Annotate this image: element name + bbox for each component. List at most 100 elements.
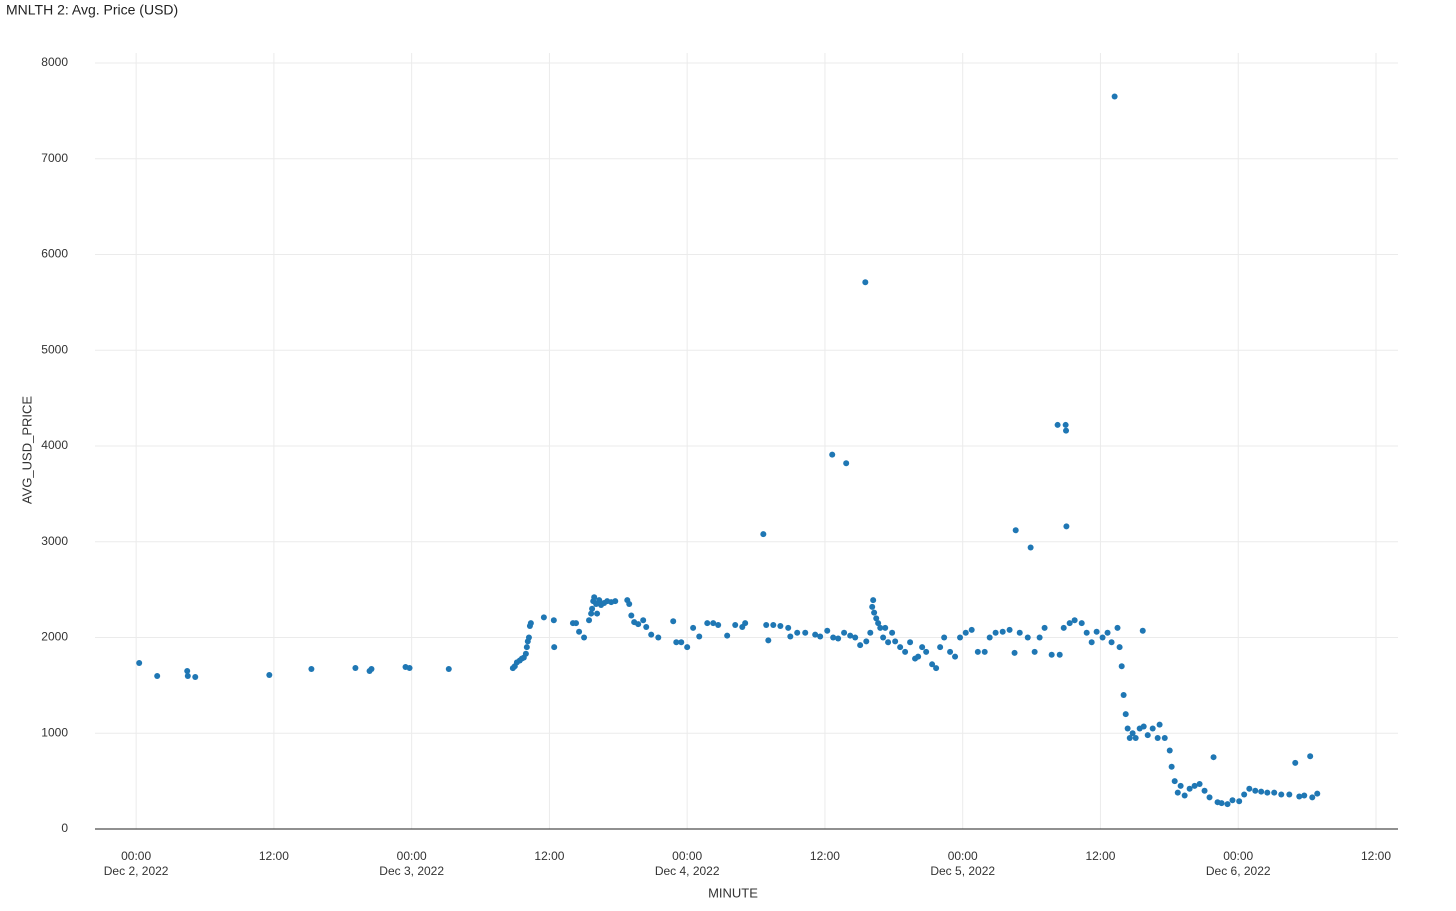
point [1111,93,1118,100]
point [1118,663,1125,670]
point [573,620,580,627]
point [968,626,975,633]
point [1099,634,1106,641]
point [1258,788,1265,795]
point [1071,617,1078,624]
point [406,665,413,672]
point [551,644,558,651]
point [445,666,452,673]
point [1132,735,1139,742]
point [829,451,836,458]
point [1120,691,1127,698]
point [626,600,633,607]
point [612,598,619,605]
point [760,531,767,538]
point [523,644,530,651]
x-tick-date: Dec 5, 2022 [930,864,995,878]
point [1156,721,1163,728]
point [704,620,711,627]
point [937,644,944,651]
point [873,615,880,622]
point [929,661,936,668]
point [184,672,191,679]
point [999,628,1006,635]
point [1006,626,1013,633]
point [684,644,691,651]
point [527,620,534,627]
point [1078,620,1085,627]
point [1224,801,1231,808]
point [915,653,922,660]
point [835,635,842,642]
point [136,659,143,666]
x-tick-date: Dec 2, 2022 [104,864,169,878]
y-tick-label: 8000 [41,55,68,69]
point [1129,730,1136,737]
point [1122,711,1129,718]
point [594,610,601,617]
point [1108,639,1115,646]
point [648,631,655,638]
point [986,634,993,641]
point [1278,791,1285,798]
point [1307,753,1314,760]
x-tick-date: Dec 4, 2022 [655,864,720,878]
point [981,648,988,655]
chart-title: MNLTH 2: Avg. Price (USD) [6,2,178,18]
point [897,644,904,651]
point [871,609,878,616]
point [857,642,864,649]
point [952,653,959,660]
point [992,629,999,636]
point [1309,794,1316,801]
point [763,622,770,629]
point [1139,627,1146,634]
point [1063,523,1070,530]
point [1186,785,1193,792]
point [550,617,557,624]
y-tick-label: 1000 [41,725,68,739]
point [1246,785,1253,792]
point [1012,527,1019,534]
point [875,620,882,627]
x-tick-label: 00:00 [672,849,702,863]
point [1062,421,1069,428]
point [862,279,869,286]
point [812,631,819,638]
point [869,603,876,610]
point [591,594,598,601]
point [765,637,772,644]
point [1083,629,1090,636]
point [596,597,603,604]
point [1252,787,1259,794]
y-tick-label: 0 [61,821,68,835]
point [724,632,731,639]
x-tick-label: 12:00 [810,849,840,863]
point [817,633,824,640]
point [154,672,161,679]
point [787,633,794,640]
point [1201,787,1208,794]
point [947,648,954,655]
point [941,634,948,641]
point [696,633,703,640]
point [1271,789,1278,796]
x-tick-label: 00:00 [121,849,151,863]
x-tick-label: 12:00 [1361,849,1391,863]
point [770,622,777,629]
point [1066,620,1073,627]
y-axis-title: AVG_USD_PRICE [19,396,34,504]
x-tick-date: Dec 3, 2022 [379,864,444,878]
point [673,639,680,646]
point [1264,789,1271,796]
point [1024,634,1031,641]
y-tick-label: 4000 [41,438,68,452]
x-tick-label: 00:00 [397,849,427,863]
point [715,622,722,629]
point [266,672,273,679]
point [586,617,593,624]
point [962,629,969,636]
point [877,624,884,631]
point [1286,791,1293,798]
point [1144,732,1151,739]
